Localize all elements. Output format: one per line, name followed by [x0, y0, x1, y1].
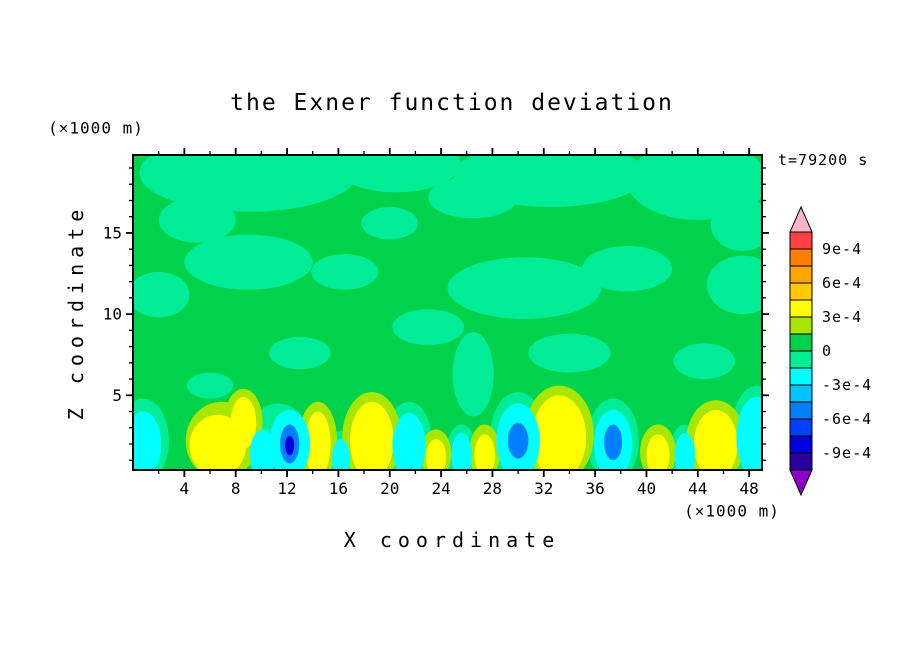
- x-tick-label: 36: [585, 479, 604, 498]
- contour-blob: [184, 234, 313, 290]
- contour-blob: [451, 432, 472, 470]
- x-tick-label: 28: [483, 479, 502, 498]
- colorbar-label: 6e-4: [822, 274, 862, 292]
- contour-blob: [133, 271, 190, 318]
- x-axis-title: X coordinate: [343, 528, 561, 552]
- contour-blob: [186, 372, 234, 399]
- contour-blob: [474, 434, 495, 470]
- contour-blob: [674, 432, 696, 470]
- plot-frame: [132, 154, 763, 471]
- contour-blob: [349, 401, 394, 470]
- contour-blob: [311, 254, 379, 290]
- y-tick-label: 15: [103, 223, 122, 242]
- x-tick-label: 8: [231, 479, 241, 498]
- colorbar-under-arrow: [789, 469, 813, 497]
- y-axis-units-label: (×1000 m): [48, 118, 144, 138]
- colorbar-label: 0: [822, 342, 832, 360]
- colorbar-cell: [789, 333, 813, 352]
- contour-blob: [361, 206, 418, 240]
- time-annotation: t=79200 s: [778, 151, 869, 169]
- y-axis-title: Z coordinate: [64, 203, 88, 421]
- contour-blob: [331, 155, 461, 193]
- contour-blob: [736, 396, 762, 470]
- y-tick-label: 5: [112, 386, 122, 405]
- contour-blob: [305, 411, 331, 470]
- colorbar-cell: [789, 282, 813, 301]
- contour-blob: [706, 255, 762, 315]
- contour-blob: [285, 435, 295, 456]
- colorbar-label: -6e-4: [822, 410, 872, 428]
- contour-blob: [269, 336, 331, 370]
- x-tick-label: 48: [740, 479, 759, 498]
- contour-blob: [582, 245, 673, 292]
- contour-blob: [392, 309, 465, 345]
- x-tick-label: 32: [534, 479, 553, 498]
- contour-blob: [646, 434, 670, 470]
- chart-title: the Exner function deviation: [230, 90, 674, 116]
- contour-blob: [532, 395, 587, 470]
- contour-blob: [673, 343, 736, 380]
- colorbar-cell: [789, 418, 813, 437]
- colorbar-cell: [789, 265, 813, 284]
- contour-blob: [249, 429, 276, 470]
- contour-blob: [710, 198, 762, 251]
- colorbar-label: 3e-4: [822, 308, 862, 326]
- colorbar-cell: [789, 401, 813, 420]
- contour-blob: [507, 422, 529, 459]
- contour-blob: [331, 439, 350, 470]
- contour-blob: [604, 424, 623, 461]
- contour-blob: [428, 176, 519, 219]
- colorbar-cell: [789, 248, 813, 267]
- contour-blob: [139, 155, 358, 212]
- colorbar-cell: [789, 231, 813, 250]
- colorbar-label: 9e-4: [822, 240, 862, 258]
- x-tick-label: 40: [637, 479, 656, 498]
- y-tick-label: 10: [103, 305, 122, 324]
- contour-blob: [230, 396, 257, 449]
- colorbar-cell: [789, 350, 813, 369]
- contour-blob: [425, 439, 447, 470]
- contour-blob: [528, 333, 611, 373]
- x-tick-label: 24: [431, 479, 450, 498]
- colorbar-cell: [789, 384, 813, 403]
- x-tick-label: 44: [688, 479, 707, 498]
- x-tick-label: 12: [277, 479, 296, 498]
- x-axis-units-label: (×1000 m): [684, 501, 780, 521]
- colorbar-cell: [789, 367, 813, 386]
- contour-blob: [133, 411, 162, 470]
- x-tick-label: 20: [380, 479, 399, 498]
- colorbar-cell: [789, 452, 813, 471]
- colorbar-cell: [789, 299, 813, 318]
- x-tick-label: 4: [180, 479, 190, 498]
- colorbar-cell: [789, 316, 813, 335]
- x-tick-label: 16: [329, 479, 348, 498]
- colorbar-label: -9e-4: [822, 444, 872, 462]
- contour-blob: [452, 331, 494, 417]
- contour-blob: [158, 197, 236, 243]
- contour-field: [133, 155, 762, 470]
- colorbar-over-arrow: [789, 205, 813, 233]
- contour-blob: [392, 413, 426, 470]
- colorbar-label: -3e-4: [822, 376, 872, 394]
- colorbar-cell: [789, 435, 813, 454]
- contour-blob: [447, 257, 602, 319]
- contour-blob: [693, 409, 738, 470]
